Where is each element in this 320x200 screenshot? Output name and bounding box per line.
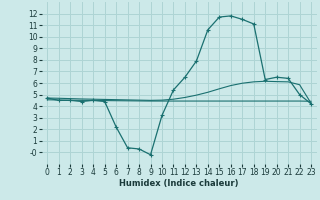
X-axis label: Humidex (Indice chaleur): Humidex (Indice chaleur) [119, 179, 239, 188]
